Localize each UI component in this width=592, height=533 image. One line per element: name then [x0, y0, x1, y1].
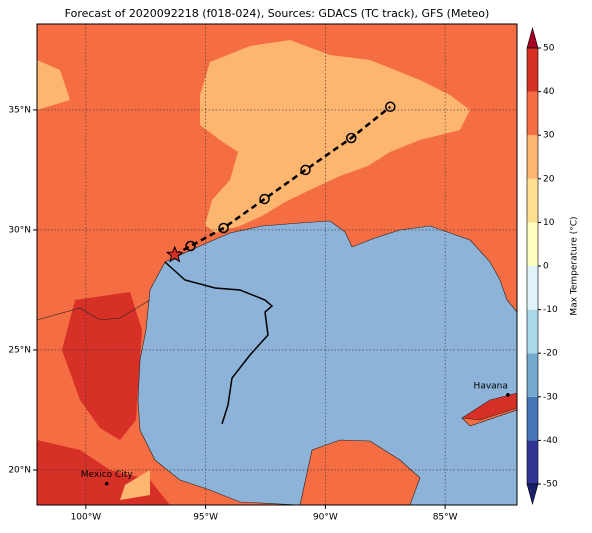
colorbar-tick-label: -50: [543, 480, 558, 490]
y-tick-label: 30°N: [8, 225, 31, 235]
colorbar-segment: [527, 222, 538, 266]
x-tick-label: 90°W: [313, 513, 338, 523]
colorbar-segment: [527, 48, 538, 92]
grid: [37, 24, 517, 505]
city-label: Havana: [474, 381, 508, 391]
colorbar-segment: [527, 309, 538, 354]
track-point: [218, 222, 229, 234]
colorbar-over: [526, 26, 539, 49]
map-frame: [36, 23, 518, 506]
map-area: Mexico City Havana: [37, 24, 517, 505]
colorbar-segment: [527, 440, 538, 484]
city-dot: [104, 481, 109, 486]
track-point: [259, 193, 270, 205]
colorbar-tick-label: -30: [543, 392, 558, 402]
colorbar-tick-label: -20: [543, 349, 558, 359]
city-dot: [506, 393, 510, 397]
hot-region: [62, 292, 142, 440]
warm-region: [120, 470, 150, 500]
colorbar-label: Max Temperature (°C): [570, 216, 580, 315]
x-tick-label: 100°W: [71, 513, 102, 523]
x-tick-label: 85°W: [433, 513, 458, 523]
colorbar-tick-label: 10: [543, 218, 555, 228]
colorbar-segment: [527, 178, 538, 223]
track-line: [174, 105, 392, 256]
track-point: [385, 101, 396, 113]
warm-region: [37, 60, 70, 110]
warm-region: [200, 40, 470, 233]
colorbar: -50 -40 -30 -20 -10 0 10 20 30 40 50 Max Temperatur…: [526, 26, 580, 506]
forecast-track: [165, 101, 396, 263]
colorbar-segment: [527, 91, 538, 136]
track-point: [185, 240, 196, 252]
y-tick-label: 20°N: [8, 465, 31, 475]
colorbar-tick-label: 50: [543, 44, 555, 54]
colorbar-tick-label: 30: [543, 131, 555, 141]
colorbar-segment: [527, 135, 538, 179]
track-point: [300, 164, 311, 176]
colorbar-tick-label: 0: [543, 262, 549, 272]
colorbar-segment: [527, 353, 538, 397]
colorbar-under: [526, 483, 539, 506]
colorbar-tick-label: -40: [543, 436, 558, 446]
x-tick-label: 95°W: [193, 513, 218, 523]
y-tick-label: 35°N: [8, 105, 31, 115]
track-point: [346, 132, 357, 144]
colorbar-tick-label: -10: [543, 305, 558, 315]
colorbar-tick-label: 40: [543, 87, 555, 97]
observed-track: [164, 261, 274, 425]
map-title: Forecast of 2020092218 (f018-024), Sourc…: [65, 7, 490, 20]
border: [37, 299, 151, 321]
colorbar-segment: [527, 396, 538, 441]
track-start: [165, 245, 184, 263]
cities: Mexico City Havana: [81, 381, 510, 486]
cuba: [461, 392, 517, 421]
axes: 100°W 95°W 90°W 85°W 20°N 25°N 30°N 35°N: [8, 105, 457, 522]
gulf-of-mexico: [137, 220, 517, 505]
colorbar-segment: [527, 266, 538, 310]
city-label: Mexico City: [81, 470, 134, 480]
y-tick-label: 25°N: [8, 345, 31, 355]
colorbar-tick-label: 20: [543, 174, 555, 184]
